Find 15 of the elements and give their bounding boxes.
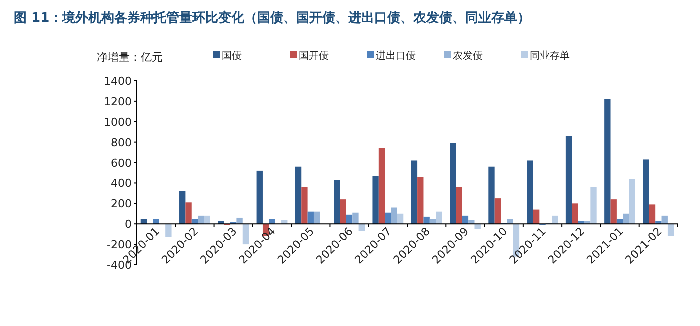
y-tick-label: 400 — [111, 177, 132, 190]
legend-label: 国开债 — [299, 51, 329, 62]
y-tick-label: 1000 — [104, 116, 132, 129]
chart-title: 图 11：境外机构各券种托管量环比变化（国债、国开债、进出口债、农发债、同业存单） — [14, 10, 531, 26]
y-tick-label: 1200 — [104, 95, 132, 108]
y-tick-label: 800 — [111, 136, 132, 150]
legend-label: 进出口债 — [376, 50, 416, 62]
y-axis-title: 净增量：亿元 — [97, 51, 163, 64]
y-tick-label: 0 — [125, 218, 132, 232]
y-tick-label: 1400 — [104, 75, 132, 88]
y-tick-label: 600 — [111, 156, 132, 170]
legend-label: 同业存单 — [530, 50, 570, 62]
legend-label: 农发债 — [453, 51, 483, 62]
y-tick-label: 200 — [111, 198, 132, 211]
legend-label: 国债 — [222, 51, 242, 62]
